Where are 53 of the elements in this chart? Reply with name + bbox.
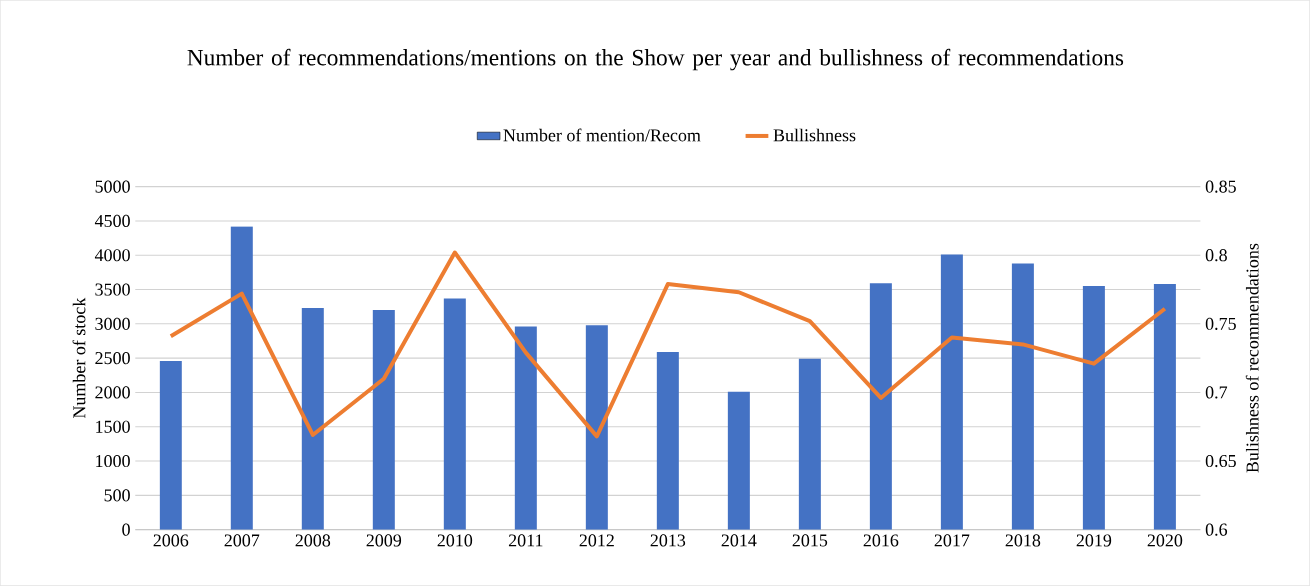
bar (1011, 263, 1034, 530)
legend-label: Number of mention/Recom (503, 128, 701, 142)
bar (656, 351, 679, 530)
bar (443, 298, 466, 530)
y-tick-label: 4000 (94, 249, 130, 262)
y2-tick-label: 0.75 (1205, 317, 1236, 330)
y-tick-label: 1000 (96, 454, 130, 468)
x-tick-label: 2019 (1076, 534, 1112, 547)
y2-tick-label: 0.85 (1205, 180, 1236, 193)
legend-label: Bullishness (773, 128, 856, 142)
x-tick-label: 2017 (934, 534, 970, 547)
bar (798, 358, 821, 530)
bar (869, 283, 892, 530)
x-tick-label: 2015 (792, 534, 828, 547)
x-tick-label: 2009 (366, 534, 402, 547)
x-tick-label: 2016 (863, 534, 899, 547)
y-tick-label: 4500 (94, 214, 130, 228)
y-tick-label: 2000 (95, 386, 130, 399)
y2-tick-label: 0.6 (1205, 523, 1228, 536)
chart-title: Number of recommendations/mentions on the Show per year and bullishness of recommendations (187, 48, 1124, 71)
y-tick-label: 3500 (95, 283, 130, 296)
bar (940, 254, 963, 530)
bar (301, 308, 324, 530)
x-tick-label: 2014 (721, 534, 757, 547)
x-tick-label: 2006 (153, 534, 189, 547)
x-tick-label: 2011 (508, 534, 543, 547)
y2-tick-label: 0.65 (1205, 454, 1236, 468)
bar (1153, 284, 1176, 530)
bar (585, 325, 608, 530)
x-tick-label: 2012 (579, 534, 614, 547)
y-tick-label: 1500 (96, 420, 130, 433)
y2-tick-label: 0.7 (1205, 386, 1228, 399)
bar (230, 226, 253, 530)
y-tick-label: 2500 (95, 352, 130, 365)
line-series (168, 250, 1167, 439)
x-tick-label: 2020 (1147, 534, 1183, 547)
bar (372, 310, 395, 530)
y-axis-title: Number of stock (72, 297, 86, 419)
bar (727, 391, 750, 530)
x-tick-label: 2008 (295, 534, 331, 547)
x-tick-label: 2018 (1005, 534, 1041, 547)
bar (1082, 286, 1105, 530)
x-tick-label: 2010 (437, 534, 473, 547)
y2-axis-title: Bulishness of recommendations (1245, 243, 1259, 473)
y2-tick-label: 0.8 (1205, 249, 1227, 262)
y-tick-label: 0 (122, 523, 130, 536)
y-tick-label: 500 (104, 489, 130, 502)
y-tick-label: 5000 (95, 180, 130, 193)
bar (159, 360, 182, 530)
x-tick-label: 2013 (650, 534, 686, 547)
y-tick-label: 3000 (95, 317, 130, 330)
bar (514, 326, 537, 530)
x-tick-label: 2007 (224, 534, 260, 547)
